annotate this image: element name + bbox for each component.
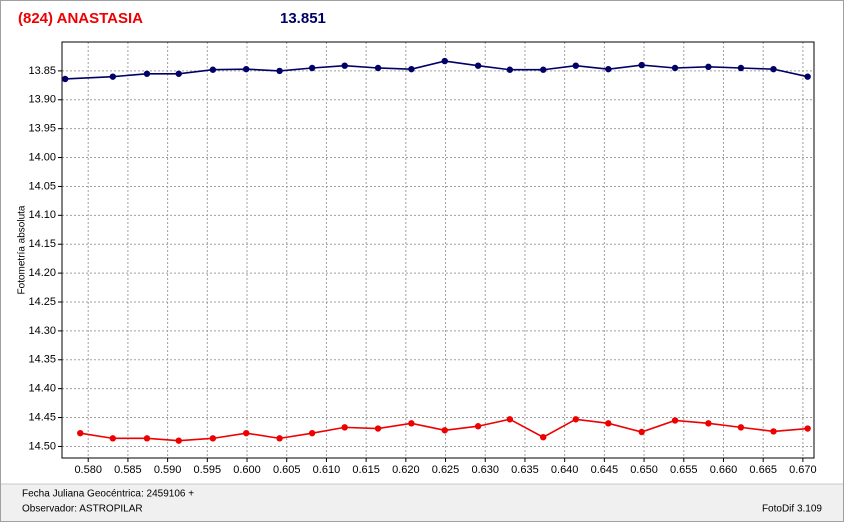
x-tick-label: 0.670	[789, 464, 817, 476]
x-tick-label: 0.580	[74, 464, 102, 476]
data-point	[671, 417, 679, 424]
data-point	[540, 434, 547, 441]
y-tick-label: 14.50	[28, 440, 56, 452]
data-point	[341, 62, 348, 69]
data-point	[243, 429, 250, 437]
y-tick-label: 14.35	[28, 354, 56, 366]
x-tick-label: 0.610	[313, 464, 341, 476]
x-tick-label: 0.590	[154, 464, 182, 476]
y-tick-label: 14.15	[28, 238, 56, 250]
data-point	[638, 61, 645, 69]
x-tick-label: 0.665	[749, 464, 777, 476]
data-point	[770, 428, 777, 435]
y-tick-label: 14.10	[28, 209, 56, 221]
y-tick-label: 14.20	[28, 267, 56, 279]
data-point	[209, 435, 217, 442]
x-tick-label: 0.640	[551, 464, 579, 476]
x-tick-label: 0.645	[591, 464, 619, 476]
y-tick-label: 14.45	[28, 411, 56, 423]
x-tick-label: 0.635	[511, 464, 539, 476]
data-point	[77, 429, 84, 437]
y-tick-label: 14.00	[28, 151, 56, 163]
x-tick-label: 0.625	[432, 464, 460, 476]
data-point	[572, 416, 579, 423]
y-tick-label: 14.30	[28, 325, 56, 337]
data-point	[143, 70, 151, 77]
data-point	[737, 424, 745, 431]
x-tick-label: 0.595	[194, 464, 222, 476]
data-point	[770, 65, 777, 73]
x-tick-label: 0.660	[710, 464, 738, 476]
data-point	[175, 437, 182, 444]
data-point	[374, 64, 382, 72]
x-tick-label: 0.615	[352, 464, 380, 476]
data-point	[276, 435, 283, 442]
data-point	[143, 435, 151, 442]
footer-panel	[1, 484, 843, 521]
data-point	[109, 73, 117, 80]
software: FotoDif 3.109	[762, 504, 822, 515]
data-point	[276, 67, 283, 75]
y-axis-label: Fotometría absoluta	[17, 205, 28, 294]
data-point	[441, 427, 448, 434]
data-point	[209, 66, 217, 73]
data-point	[175, 70, 182, 77]
plot-frame	[61, 41, 815, 459]
data-point	[705, 420, 712, 427]
x-tick-label: 0.605	[273, 464, 301, 476]
data-point	[308, 64, 316, 72]
data-point	[408, 65, 415, 73]
data-point	[804, 425, 811, 432]
observer: Observador: ASTROPILAR	[22, 504, 143, 515]
data-point	[243, 65, 250, 73]
y-tick-label: 14.05	[28, 180, 56, 192]
x-tick-label: 0.600	[233, 464, 261, 476]
x-tick-label: 0.585	[114, 464, 142, 476]
y-tick-label: 14.40	[28, 383, 56, 395]
data-point	[605, 65, 612, 73]
plot-area	[62, 42, 814, 458]
y-tick-label: 13.90	[28, 94, 56, 106]
data-point	[638, 428, 645, 436]
data-point	[506, 66, 514, 73]
data-point	[109, 435, 117, 442]
x-axis-label: Fecha Juliana Geocéntrica: 2459106 +	[22, 489, 194, 500]
data-point	[605, 420, 612, 427]
data-point	[506, 416, 514, 423]
data-point	[408, 420, 415, 427]
data-point	[341, 424, 348, 431]
x-tick-label: 0.620	[392, 464, 420, 476]
data-point	[737, 64, 745, 72]
data-point	[572, 62, 579, 69]
data-point	[374, 425, 382, 432]
data-point	[308, 429, 316, 437]
data-point	[61, 75, 69, 83]
chart-subtitle: 13.851	[280, 10, 326, 27]
data-point	[474, 423, 482, 430]
data-point	[804, 73, 811, 80]
y-tick-label: 13.85	[28, 65, 56, 77]
x-tick-label: 0.630	[471, 464, 499, 476]
chart-title: (824) ANASTASIA	[18, 10, 143, 27]
x-tick-label: 0.655	[670, 464, 698, 476]
x-tick-label: 0.650	[630, 464, 658, 476]
data-point	[474, 62, 482, 69]
data-point	[671, 64, 679, 72]
data-point	[540, 66, 547, 73]
data-point	[441, 57, 448, 65]
data-point	[705, 63, 712, 71]
y-tick-label: 14.25	[28, 296, 56, 308]
y-tick-label: 13.95	[28, 123, 56, 135]
